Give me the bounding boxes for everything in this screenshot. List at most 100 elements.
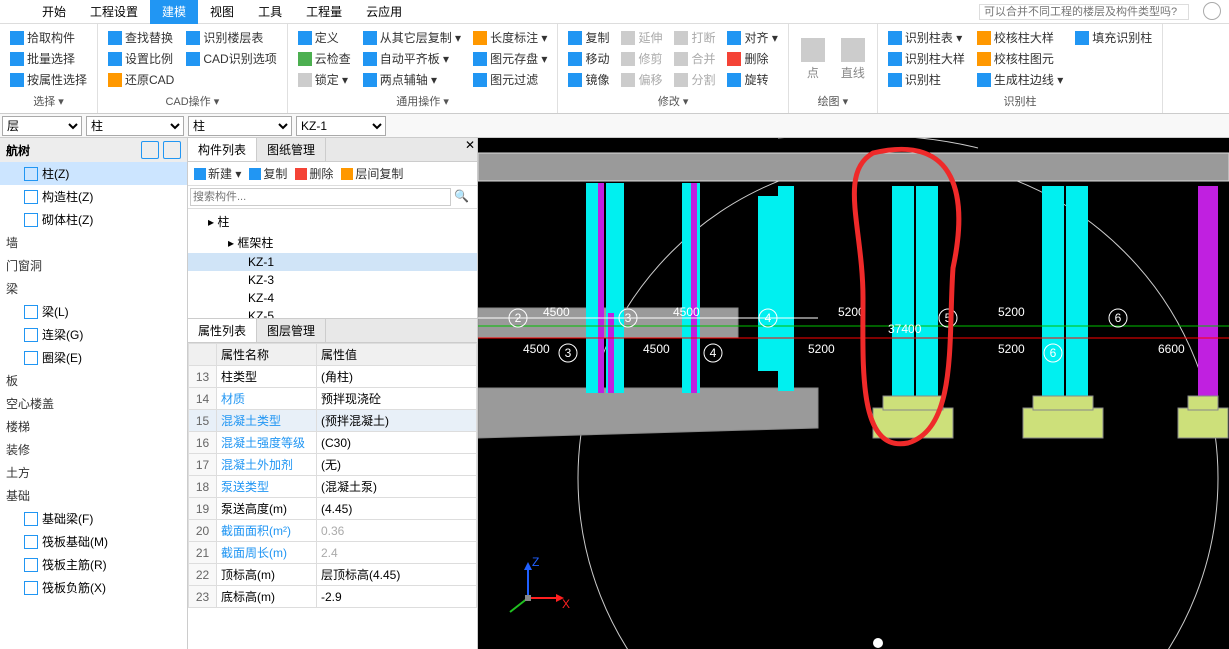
nav-item[interactable]: 构造柱(Z)	[0, 185, 187, 208]
user-avatar-icon[interactable]	[1203, 2, 1221, 20]
nav-item[interactable]: 筏板主筋(R)	[0, 553, 187, 576]
component-select[interactable]: KZ-1	[296, 116, 386, 136]
property-row[interactable]: 17 混凝土外加剂 (无)	[189, 454, 477, 476]
nav-category[interactable]: 墙	[0, 231, 187, 254]
property-row[interactable]: 21 截面周长(m) 2.4	[189, 542, 477, 564]
nav-category[interactable]: 楼梯	[0, 415, 187, 438]
property-row[interactable]: 18 泵送类型 (混凝土泵)	[189, 476, 477, 498]
ribbon-button[interactable]: 修剪	[619, 49, 664, 68]
toolbar-button[interactable]: 删除	[295, 165, 333, 182]
nav-item[interactable]: 筏板基础(M)	[0, 530, 187, 553]
ribbon-button[interactable]: 生成柱边线 ▾	[975, 70, 1065, 89]
ribbon-button[interactable]: 自动平齐板 ▾	[361, 49, 463, 68]
type-select[interactable]: 柱	[188, 116, 292, 136]
menu-tab[interactable]: 工具	[246, 0, 294, 24]
ribbon-button[interactable]: 分割	[672, 70, 717, 89]
tab-property-list[interactable]: 属性列表	[188, 319, 257, 342]
tab-drawing-mgmt[interactable]: 图纸管理	[257, 138, 326, 161]
toolbar-button[interactable]: 层间复制	[341, 165, 403, 182]
close-icon[interactable]: ✕	[465, 138, 477, 150]
ribbon-button[interactable]: 长度标注 ▾	[471, 28, 549, 47]
nav-item[interactable]: 砌体柱(Z)	[0, 208, 187, 231]
ribbon-button[interactable]: 锁定 ▾	[296, 70, 353, 89]
ribbon-button[interactable]: 填充识别柱	[1073, 28, 1154, 47]
nav-item[interactable]: 筏板负筋(X)	[0, 576, 187, 599]
property-value[interactable]: (4.45)	[317, 498, 477, 520]
nav-item[interactable]: 柱(Z)	[0, 162, 187, 185]
ribbon-button[interactable]: 还原CAD	[106, 70, 176, 89]
ribbon-button[interactable]: 延伸	[619, 28, 664, 47]
nav-view-icon[interactable]	[163, 141, 181, 159]
property-row[interactable]: 15 混凝土类型 (预拌混凝土)	[189, 410, 477, 432]
nav-category[interactable]: 空心楼盖	[0, 392, 187, 415]
ribbon-big-button[interactable]: 直线	[837, 28, 869, 91]
nav-item[interactable]: 基础梁(F)	[0, 507, 187, 530]
ribbon-button[interactable]: 旋转	[725, 70, 779, 89]
tree-node[interactable]: ▸ 柱	[188, 211, 477, 232]
nav-view-icon[interactable]	[141, 141, 159, 159]
ribbon-button[interactable]: 批量选择	[8, 49, 89, 68]
ribbon-button[interactable]: 识别柱	[886, 70, 967, 89]
ribbon-button[interactable]: 按属性选择	[8, 70, 89, 89]
nav-item[interactable]: 圈梁(E)	[0, 346, 187, 369]
property-value[interactable]: 2.4	[317, 542, 477, 564]
ribbon-button[interactable]: 移动	[566, 49, 611, 68]
ribbon-button[interactable]: 偏移	[619, 70, 664, 89]
ribbon-button[interactable]: 识别柱表 ▾	[886, 28, 967, 47]
search-icon[interactable]: 🔍	[454, 189, 469, 203]
nav-category[interactable]: 梁	[0, 277, 187, 300]
property-row[interactable]: 23 底标高(m) -2.9	[189, 586, 477, 608]
nav-item[interactable]: 梁(L)	[0, 300, 187, 323]
property-value[interactable]: (预拌混凝土)	[317, 410, 477, 432]
nav-category[interactable]: 基础	[0, 484, 187, 507]
property-value[interactable]: (C30)	[317, 432, 477, 454]
3d-viewport[interactable]: 2 3 3 4 4 5 6 64500450052003740052004500…	[478, 138, 1229, 649]
property-value[interactable]: 预拌现浇砼	[317, 388, 477, 410]
help-search-input[interactable]	[979, 4, 1189, 20]
ribbon-big-button[interactable]: 点	[797, 28, 829, 91]
menu-tab[interactable]: 开始	[30, 0, 78, 24]
nav-category[interactable]: 装修	[0, 438, 187, 461]
property-row[interactable]: 20 截面面积(m²) 0.36	[189, 520, 477, 542]
property-value[interactable]: -2.9	[317, 586, 477, 608]
tab-layer-mgmt[interactable]: 图层管理	[257, 319, 326, 342]
property-row[interactable]: 22 顶标高(m) 层顶标高(4.45)	[189, 564, 477, 586]
floor-select[interactable]: 层	[2, 116, 82, 136]
ribbon-button[interactable]: 镜像	[566, 70, 611, 89]
ribbon-button[interactable]: 拾取构件	[8, 28, 89, 47]
ribbon-button[interactable]: 对齐 ▾	[725, 28, 779, 47]
ribbon-button[interactable]: 合并	[672, 49, 717, 68]
ribbon-button[interactable]: 定义	[296, 28, 353, 47]
property-value[interactable]: (无)	[317, 454, 477, 476]
property-value[interactable]: (混凝土泵)	[317, 476, 477, 498]
ribbon-button[interactable]: 删除	[725, 49, 779, 68]
menu-tab[interactable]: 工程设置	[78, 0, 150, 24]
tree-node[interactable]: KZ-1	[188, 253, 477, 271]
ribbon-button[interactable]: 校核柱图元	[975, 49, 1065, 68]
ribbon-button[interactable]: 识别楼层表	[184, 28, 278, 47]
ribbon-button[interactable]: 设置比例	[106, 49, 176, 68]
component-search-input[interactable]	[190, 188, 451, 206]
property-row[interactable]: 13 柱类型 (角柱)	[189, 366, 477, 388]
nav-item[interactable]: 连梁(G)	[0, 323, 187, 346]
tree-node[interactable]: ▸ 框架柱	[188, 232, 477, 253]
ribbon-button[interactable]: 校核柱大样	[975, 28, 1065, 47]
menu-tab[interactable]: 工程量	[294, 0, 354, 24]
ribbon-button[interactable]: 打断	[672, 28, 717, 47]
ribbon-button[interactable]: CAD识别选项	[184, 49, 278, 68]
property-row[interactable]: 16 混凝土强度等级 (C30)	[189, 432, 477, 454]
property-row[interactable]: 14 材质 预拌现浇砼	[189, 388, 477, 410]
ribbon-button[interactable]: 云检查	[296, 49, 353, 68]
ribbon-button[interactable]: 查找替换	[106, 28, 176, 47]
property-value[interactable]: 层顶标高(4.45)	[317, 564, 477, 586]
tree-node[interactable]: KZ-5	[188, 307, 477, 319]
ribbon-button[interactable]: 识别柱大样	[886, 49, 967, 68]
tab-component-list[interactable]: 构件列表	[188, 138, 257, 161]
nav-category[interactable]: 门窗洞	[0, 254, 187, 277]
ribbon-button[interactable]: 图元存盘 ▾	[471, 49, 549, 68]
nav-category[interactable]: 土方	[0, 461, 187, 484]
menu-tab[interactable]: 视图	[198, 0, 246, 24]
toolbar-button[interactable]: 复制	[249, 165, 287, 182]
nav-category[interactable]: 板	[0, 369, 187, 392]
ribbon-button[interactable]: 复制	[566, 28, 611, 47]
